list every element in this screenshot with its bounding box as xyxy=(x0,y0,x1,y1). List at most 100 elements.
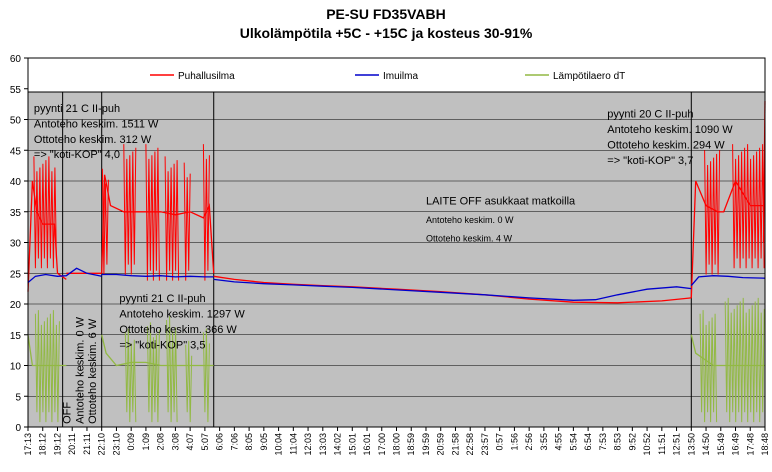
series-cycling-band xyxy=(124,328,137,423)
series-cycling-band xyxy=(33,156,57,269)
x-tick-label: 21:11 xyxy=(82,433,92,455)
x-tick-label: 13:50 xyxy=(686,433,696,456)
annotation-text: OFF xyxy=(62,402,74,424)
series-line xyxy=(27,180,67,292)
x-tick-label: 11:04 xyxy=(288,433,298,455)
y-tick-label: 40 xyxy=(10,177,22,188)
y-tick-label: 55 xyxy=(10,85,22,96)
chart-title: PE-SU FD35VABH xyxy=(326,6,446,22)
annotation-text: Antoteho keskim. 0 W xyxy=(74,316,86,424)
x-tick-label: 9:52 xyxy=(627,433,637,451)
x-tick-label: 10:52 xyxy=(642,433,652,456)
annotation-text: => "koti-KOP" 3,7 xyxy=(607,155,693,167)
x-tick-label: 8:05 xyxy=(244,433,254,451)
annotation-text: Antoteho keskim. 0 W xyxy=(426,215,514,225)
annotation-text: Ottoteho keskim. 294 W xyxy=(607,139,725,151)
legend-label: Imuilma xyxy=(383,71,418,82)
x-tick-label: 14:02 xyxy=(333,433,343,456)
annotation-text: Ottoteho keskim. 366 W xyxy=(119,324,237,336)
x-tick-label: 6:54 xyxy=(583,433,593,451)
x-tick-label: 16:01 xyxy=(362,433,372,456)
y-tick-label: 5 xyxy=(15,392,21,403)
y-tick-label: 25 xyxy=(10,269,22,280)
series-cycling-band xyxy=(145,144,160,281)
series-cycling-band xyxy=(123,144,137,275)
x-tick-label: 3:08 xyxy=(170,433,180,451)
series-cycling-band xyxy=(724,297,765,423)
series-cycling-band xyxy=(183,162,191,281)
x-tick-label: 5:54 xyxy=(568,433,578,451)
x-tick-label: 3:55 xyxy=(539,433,549,451)
x-tick-label: 2:08 xyxy=(156,433,166,451)
series-cycling-band xyxy=(166,316,178,423)
x-tick-label: 15:01 xyxy=(347,433,357,456)
x-tick-label: 14:50 xyxy=(701,433,711,456)
x-tick-label: 16:49 xyxy=(731,433,741,456)
x-tick-label: 22:58 xyxy=(465,433,475,456)
y-tick-label: 10 xyxy=(10,362,22,373)
x-tick-label: 19:12 xyxy=(52,433,62,456)
series-cycling-band xyxy=(101,168,109,275)
x-tick-label: 9:05 xyxy=(259,433,269,451)
x-tick-label: 18:48 xyxy=(760,433,770,456)
x-tick-label: 8:53 xyxy=(613,433,623,451)
y-tick-label: 15 xyxy=(10,331,22,342)
annotation-text: => "koti-KOP" 4,0 xyxy=(34,149,120,161)
annotation-text: Ottoteho keskim. 4 W xyxy=(426,233,513,243)
series-line xyxy=(27,334,67,367)
x-tick-label: 6:06 xyxy=(215,433,225,451)
annotation-text: pyynti 21 C II-puh xyxy=(119,293,205,305)
y-tick-label: 20 xyxy=(10,300,22,311)
series-cycling-band xyxy=(34,310,60,423)
series-line xyxy=(213,278,692,301)
series-line xyxy=(690,179,765,298)
annotation-text: Antoteho keskim. 1511 W xyxy=(34,118,159,130)
x-tick-label: 22:10 xyxy=(97,433,107,456)
x-tick-label: 23:57 xyxy=(480,433,490,456)
legend-label: Puhallusilma xyxy=(178,71,235,82)
x-tick-label: 5:07 xyxy=(200,433,210,451)
y-tick-label: 30 xyxy=(10,239,22,250)
annotation-text: => "koti-KOP" 3,5 xyxy=(119,339,205,351)
series-line xyxy=(690,334,765,367)
series-cycling-band xyxy=(202,328,210,423)
x-tick-label: 2:56 xyxy=(524,433,534,451)
series-line xyxy=(690,275,766,287)
x-tick-label: 17:48 xyxy=(745,433,755,456)
x-tick-label: 13:03 xyxy=(318,433,328,456)
y-tick-label: 0 xyxy=(15,423,21,434)
x-tick-label: 20:11 xyxy=(67,433,77,455)
x-tick-label: 0:57 xyxy=(495,433,505,451)
x-tick-label: 1:09 xyxy=(141,433,151,451)
y-tick-label: 45 xyxy=(10,146,22,157)
series-cycling-band xyxy=(732,144,765,269)
legend-label: Lämpötilaero dT xyxy=(553,71,625,82)
x-tick-label: 18:12 xyxy=(38,433,48,456)
series-cycling-band xyxy=(699,310,718,423)
series-cycling-band xyxy=(704,150,721,275)
annotation-text: Ottoteho keskim. 6 W xyxy=(87,318,99,424)
x-tick-label: 23:10 xyxy=(111,433,121,456)
annotation-text: pyynti 21 C II-puh xyxy=(34,103,120,115)
y-tick-label: 60 xyxy=(10,54,22,65)
x-tick-label: 18:59 xyxy=(406,433,416,456)
x-tick-label: 20:59 xyxy=(436,433,446,456)
y-tick-label: 35 xyxy=(10,208,22,219)
chart-subtitle: Ulkolämpötila +5C - +15C ja kosteus 30-9… xyxy=(239,25,533,41)
x-tick-label: 17:13 xyxy=(23,433,33,456)
x-tick-label: 4:07 xyxy=(185,433,195,451)
x-tick-label: 21:58 xyxy=(450,433,460,456)
series-cycling-band xyxy=(146,322,160,423)
x-tick-label: 19:59 xyxy=(421,433,431,456)
x-tick-label: 7:53 xyxy=(598,433,608,451)
y-tick-label: 50 xyxy=(10,116,22,127)
series-line xyxy=(27,267,102,283)
x-tick-label: 7:06 xyxy=(229,433,239,451)
x-tick-label: 4:55 xyxy=(554,433,564,451)
series-cycling-band xyxy=(164,156,180,281)
annotation-text: LAITE OFF asukkaat matkoilla xyxy=(426,195,576,207)
x-tick-label: 15:49 xyxy=(716,433,726,456)
x-tick-label: 12:51 xyxy=(672,433,682,456)
